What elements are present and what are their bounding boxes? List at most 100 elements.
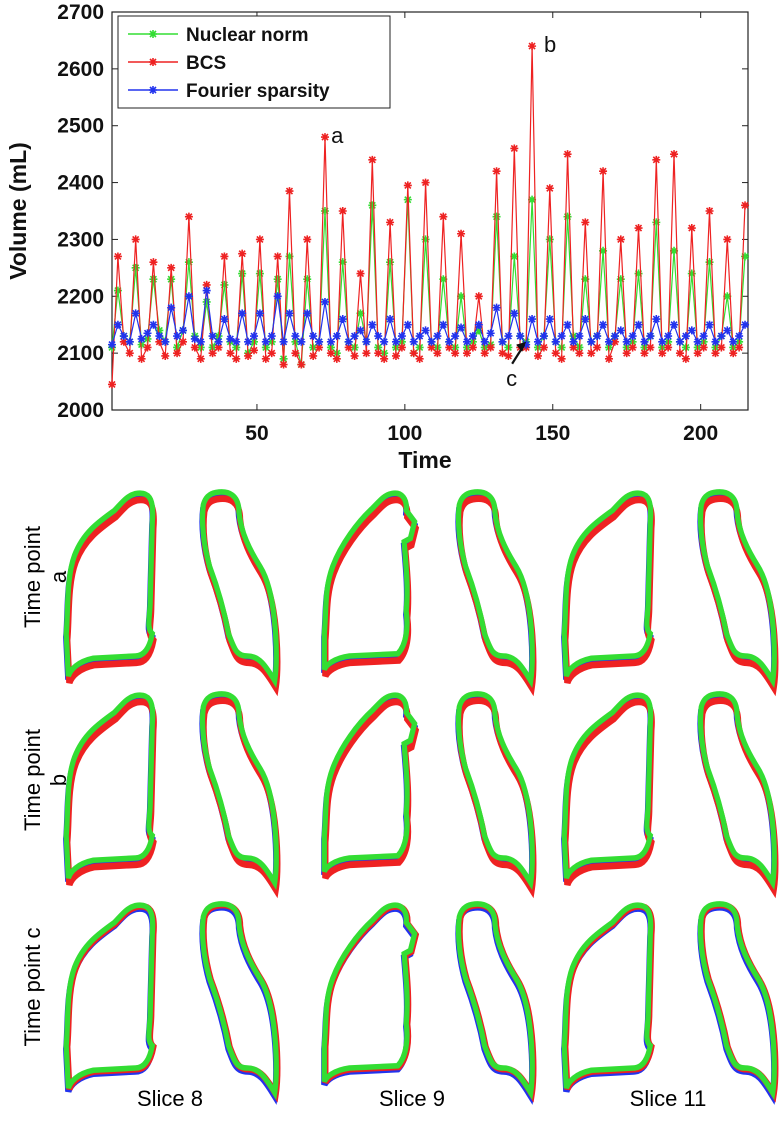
data-point-nuclear-norm bbox=[368, 201, 377, 210]
data-point-bcs bbox=[368, 155, 377, 164]
data-point-nuclear-norm bbox=[338, 258, 347, 267]
data-point-bcs bbox=[149, 258, 158, 267]
data-point-bcs bbox=[332, 354, 341, 363]
data-point-fourier-sparsity bbox=[309, 332, 318, 341]
data-point-bcs bbox=[285, 187, 294, 196]
left-lung-contour-nuclear bbox=[561, 692, 654, 880]
annotation-a: a bbox=[331, 123, 344, 148]
data-point-fourier-sparsity bbox=[125, 337, 134, 346]
data-point-fourier-sparsity bbox=[214, 337, 223, 346]
data-point-bcs bbox=[504, 351, 513, 360]
data-point-nuclear-norm bbox=[670, 246, 679, 255]
data-point-nuclear-norm bbox=[167, 275, 176, 284]
data-point-nuclear-norm bbox=[386, 258, 395, 267]
data-point-fourier-sparsity bbox=[563, 320, 572, 329]
data-point-fourier-sparsity bbox=[303, 309, 312, 318]
data-point-bcs bbox=[184, 212, 193, 221]
data-point-fourier-sparsity bbox=[640, 337, 649, 346]
data-point-bcs bbox=[178, 337, 187, 346]
data-point-fourier-sparsity bbox=[616, 326, 625, 335]
data-point-bcs bbox=[468, 343, 477, 352]
data-point-bcs bbox=[735, 343, 744, 352]
data-point-fourier-sparsity bbox=[474, 320, 483, 329]
data-point-bcs bbox=[190, 343, 199, 352]
data-point-fourier-sparsity bbox=[551, 337, 560, 346]
data-point-nuclear-norm bbox=[723, 292, 732, 301]
data-point-fourier-sparsity bbox=[338, 315, 347, 324]
data-point-fourier-sparsity bbox=[409, 337, 418, 346]
data-point-nuclear-norm bbox=[634, 269, 643, 278]
data-point-bcs bbox=[528, 42, 537, 51]
y-tick-label: 2500 bbox=[57, 115, 104, 138]
right-lung-contour-nuclear bbox=[455, 901, 535, 1101]
data-point-fourier-sparsity bbox=[220, 315, 229, 324]
right-lung-contour-nuclear bbox=[199, 489, 279, 689]
data-point-bcs bbox=[415, 354, 424, 363]
data-point-nuclear-norm bbox=[267, 337, 276, 346]
data-point-fourier-sparsity bbox=[439, 320, 448, 329]
data-point-bcs bbox=[255, 235, 264, 244]
annotation-arrowhead bbox=[516, 341, 527, 352]
data-point-nuclear-norm bbox=[421, 235, 430, 244]
data-point-bcs bbox=[628, 343, 637, 352]
data-point-fourier-sparsity bbox=[315, 337, 324, 346]
data-point-nuclear-norm bbox=[741, 252, 750, 261]
data-point-fourier-sparsity bbox=[510, 309, 519, 318]
data-point-nuclear-norm bbox=[705, 258, 714, 267]
data-point-nuclear-norm bbox=[196, 343, 205, 352]
y-tick-label: 2300 bbox=[57, 228, 104, 251]
data-point-bcs bbox=[510, 144, 519, 153]
data-point-bcs bbox=[214, 343, 223, 352]
y-tick-label: 2000 bbox=[57, 399, 104, 422]
right-lung-contour-nuclear bbox=[455, 489, 535, 689]
data-point-fourier-sparsity bbox=[279, 337, 288, 346]
data-point-bcs bbox=[717, 343, 726, 352]
data-point-fourier-sparsity bbox=[480, 337, 489, 346]
data-point-fourier-sparsity bbox=[226, 334, 235, 343]
left-lung-contour-nuclear bbox=[321, 902, 418, 1083]
data-point-fourier-sparsity bbox=[261, 337, 270, 346]
y-axis-label: Volume (mL) bbox=[5, 142, 31, 280]
data-point-nuclear-norm bbox=[510, 252, 519, 261]
data-point-fourier-sparsity bbox=[462, 337, 471, 346]
data-point-bcs bbox=[486, 343, 495, 352]
data-point-bcs bbox=[664, 343, 673, 352]
y-tick-label: 2600 bbox=[57, 58, 104, 81]
data-point-bcs bbox=[658, 349, 667, 358]
data-point-nuclear-norm bbox=[320, 207, 329, 215]
data-point-fourier-sparsity bbox=[451, 332, 460, 341]
data-point-fourier-sparsity bbox=[699, 332, 708, 341]
data-point-bcs bbox=[498, 349, 507, 358]
data-point-fourier-sparsity bbox=[646, 332, 655, 341]
data-point-nuclear-norm bbox=[137, 340, 146, 349]
data-point-fourier-sparsity bbox=[587, 337, 596, 346]
data-point-fourier-sparsity bbox=[285, 309, 294, 318]
data-point-fourier-sparsity bbox=[320, 297, 329, 306]
data-point-bcs bbox=[711, 349, 720, 358]
data-point-fourier-sparsity bbox=[255, 309, 264, 318]
data-point-nuclear-norm bbox=[474, 326, 483, 335]
data-point-nuclear-norm bbox=[273, 275, 282, 284]
data-point-fourier-sparsity bbox=[143, 329, 152, 338]
data-point-fourier-sparsity bbox=[155, 332, 164, 341]
data-point-bcs bbox=[403, 181, 412, 190]
data-point-fourier-sparsity bbox=[457, 323, 466, 332]
data-point-bcs bbox=[622, 349, 631, 358]
data-point-fourier-sparsity bbox=[397, 332, 406, 341]
data-point-bcs bbox=[634, 224, 643, 233]
data-point-bcs bbox=[427, 343, 436, 352]
right-lung-contour-nuclear bbox=[199, 901, 279, 1101]
data-point-bcs bbox=[362, 349, 371, 358]
data-point-nuclear-norm bbox=[155, 326, 164, 335]
data-point-fourier-sparsity bbox=[735, 332, 744, 341]
data-point-bcs bbox=[173, 349, 182, 358]
data-point-nuclear-norm bbox=[303, 275, 312, 284]
data-point-bcs bbox=[687, 224, 696, 233]
data-point-fourier-sparsity bbox=[380, 337, 389, 346]
data-point-fourier-sparsity bbox=[113, 320, 122, 329]
data-point-bcs bbox=[409, 349, 418, 358]
x-axis-label: Time bbox=[398, 447, 451, 470]
data-point-fourier-sparsity bbox=[350, 332, 359, 341]
data-point-bcs bbox=[267, 349, 276, 358]
data-point-fourier-sparsity bbox=[723, 326, 732, 335]
